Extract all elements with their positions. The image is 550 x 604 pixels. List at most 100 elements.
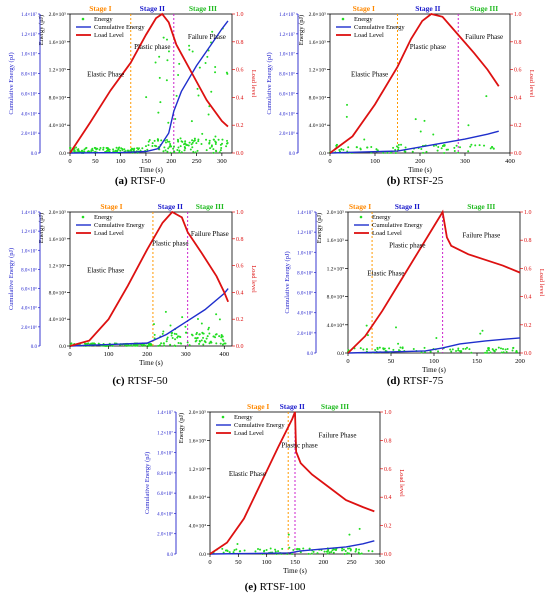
energy-point bbox=[425, 150, 428, 153]
cumulative-energy-line bbox=[69, 20, 229, 154]
energy-point bbox=[453, 150, 456, 153]
energy-point bbox=[154, 61, 157, 64]
energy-point bbox=[215, 342, 218, 345]
energy-point bbox=[470, 351, 473, 354]
energy-point bbox=[358, 527, 361, 530]
energy-point bbox=[132, 148, 135, 151]
caption-letter: (d) bbox=[387, 375, 401, 387]
energy-point bbox=[347, 146, 350, 149]
energy-tick-label: 2.0×10⁵ bbox=[189, 410, 206, 416]
energy-point bbox=[400, 143, 403, 146]
energy-point bbox=[432, 133, 435, 136]
energy-point bbox=[198, 340, 201, 343]
x-tick-label: 400 bbox=[505, 158, 515, 165]
x-tick-label: 100 bbox=[104, 351, 114, 358]
energy-point bbox=[307, 552, 310, 555]
energy-point bbox=[219, 149, 222, 152]
phase-label-elastic: Elastic Phase bbox=[87, 71, 124, 79]
energy-point bbox=[483, 144, 486, 147]
x-tick-label: 200 bbox=[515, 358, 525, 365]
energy-point bbox=[414, 118, 417, 121]
energy-point bbox=[192, 150, 195, 153]
energy-point bbox=[198, 342, 201, 345]
energy-point bbox=[174, 344, 177, 347]
energy-point bbox=[161, 332, 164, 335]
phase-label-failure: Failure Phase bbox=[319, 432, 357, 440]
energy-point bbox=[355, 547, 358, 550]
legend-cumulative-label: Cumulative Energy bbox=[94, 24, 145, 31]
energy-point bbox=[342, 548, 345, 551]
energy-point bbox=[222, 551, 225, 554]
energy-point bbox=[166, 140, 169, 143]
energy-point bbox=[394, 326, 397, 329]
energy-point bbox=[401, 347, 404, 350]
energy-point bbox=[200, 142, 203, 145]
energy-point bbox=[160, 342, 163, 345]
load-level-line bbox=[347, 209, 521, 354]
cumulative-tick-label: 1.0×10⁷ bbox=[21, 248, 37, 254]
load-tick-label: 0.8 bbox=[384, 438, 392, 444]
energy-point bbox=[228, 551, 231, 554]
energy-point bbox=[221, 335, 224, 338]
x-tick-label: 0 bbox=[346, 358, 349, 365]
energy-point bbox=[347, 547, 350, 550]
energy-point bbox=[206, 55, 209, 58]
energy-point bbox=[274, 548, 277, 551]
energy-point bbox=[75, 146, 78, 149]
energy-point bbox=[177, 342, 180, 345]
energy-point bbox=[220, 336, 223, 339]
energy-point bbox=[341, 549, 344, 552]
energy-point bbox=[221, 547, 224, 550]
energy-point bbox=[175, 94, 178, 97]
cumulative-tick-label: 4.0×10⁶ bbox=[297, 311, 313, 317]
x-tick-label: 200 bbox=[415, 158, 425, 165]
energy-point bbox=[147, 144, 150, 147]
energy-point bbox=[207, 328, 210, 331]
energy-point bbox=[378, 346, 381, 349]
energy-point bbox=[120, 147, 123, 150]
energy-point bbox=[166, 150, 169, 153]
energy-point bbox=[404, 146, 407, 149]
energy-point bbox=[202, 343, 205, 346]
load-tick-label: 0.4 bbox=[524, 295, 532, 301]
load-tick-label: 0.4 bbox=[236, 95, 244, 101]
energy-point bbox=[459, 146, 462, 149]
energy-point bbox=[164, 310, 167, 313]
caption: (c) RTSF-50 bbox=[112, 375, 168, 387]
x-tick-label: 50 bbox=[388, 358, 395, 365]
energy-point bbox=[112, 148, 115, 151]
energy-point bbox=[399, 346, 402, 349]
energy-point bbox=[443, 144, 446, 147]
energy-point bbox=[94, 147, 97, 150]
x-tick-label: 250 bbox=[347, 559, 357, 566]
stage-label: Stage II bbox=[158, 202, 183, 211]
energy-point bbox=[310, 552, 313, 555]
energy-point bbox=[469, 145, 472, 148]
load-axis-label: Load level bbox=[528, 70, 535, 98]
energy-point bbox=[457, 151, 460, 154]
energy-point bbox=[497, 346, 500, 349]
stage-label: Stage I bbox=[349, 202, 371, 211]
energy-point bbox=[169, 324, 172, 327]
legend-energy-marker bbox=[359, 215, 363, 219]
energy-point bbox=[96, 147, 99, 150]
energy-point bbox=[359, 347, 362, 350]
energy-point bbox=[179, 145, 182, 148]
energy-point bbox=[166, 59, 169, 62]
energy-point bbox=[486, 349, 489, 352]
energy-point bbox=[420, 148, 423, 151]
energy-point bbox=[207, 326, 210, 329]
energy-point bbox=[455, 144, 458, 147]
cumulative-tick-label: 1.4×10⁷ bbox=[279, 12, 295, 18]
cumulative-tick-label: 8.0×10⁶ bbox=[297, 270, 313, 276]
energy-point bbox=[190, 333, 193, 336]
energy-point bbox=[188, 48, 191, 51]
energy-point bbox=[464, 347, 467, 350]
caption: (e) RTSF-100 bbox=[245, 581, 306, 593]
energy-point bbox=[175, 333, 178, 336]
cumulative-tick-label: 1.4×10⁷ bbox=[21, 12, 37, 18]
legend-energy-label: Energy bbox=[234, 414, 253, 421]
energy-axis-label: Energy (pJ) bbox=[178, 413, 185, 443]
energy-point bbox=[365, 348, 368, 351]
